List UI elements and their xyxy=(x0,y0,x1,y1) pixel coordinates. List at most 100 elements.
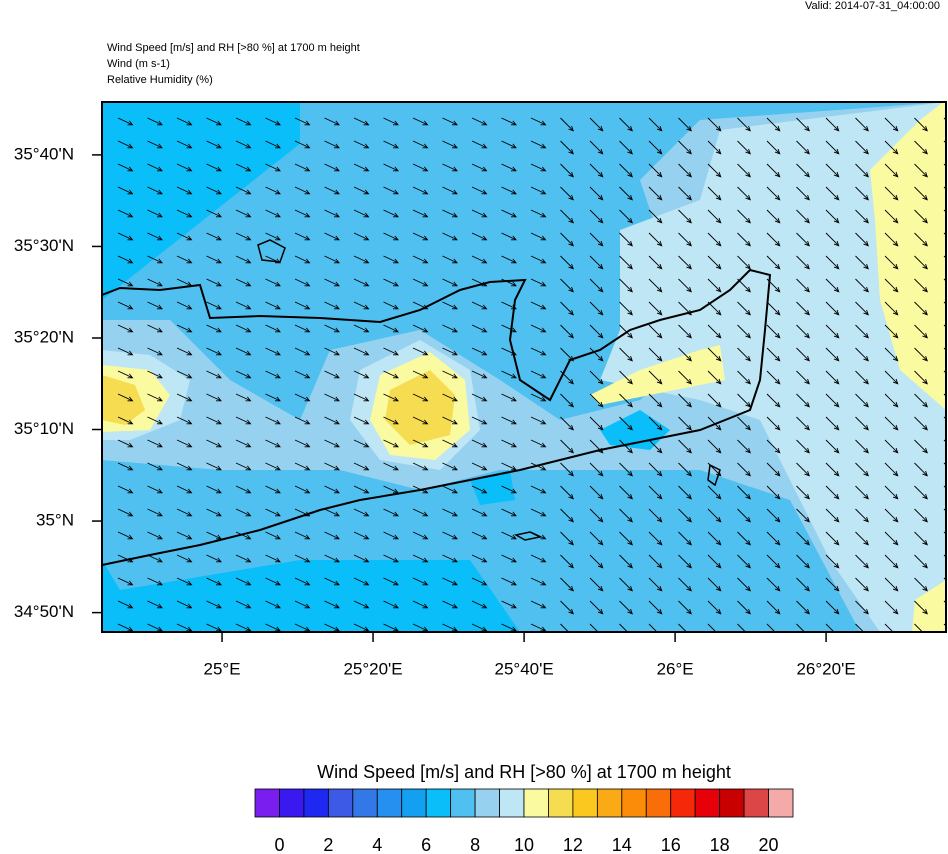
wind-arrow xyxy=(884,508,899,523)
wind-arrow xyxy=(471,255,488,264)
x-tick-label: 25°E xyxy=(204,659,241,678)
wind-arrow xyxy=(648,140,663,155)
wind-arrow xyxy=(678,324,692,339)
colorbar-label: 6 xyxy=(421,835,431,854)
wind-arrow xyxy=(265,209,281,218)
wind-arrow xyxy=(265,577,281,586)
wind-arrow xyxy=(648,370,663,385)
wind-arrow xyxy=(737,600,751,615)
wind-arrow xyxy=(530,554,547,563)
wind-arrow xyxy=(206,462,222,471)
wind-arrow xyxy=(294,577,311,586)
wind-arrow xyxy=(825,209,840,224)
wind-arrow xyxy=(619,485,633,500)
colorbar-label: 18 xyxy=(710,835,730,854)
wind-arrow xyxy=(884,117,899,132)
wind-arrow xyxy=(796,554,810,569)
wind-arrow xyxy=(884,623,897,632)
wind-arrow xyxy=(855,508,869,523)
colorbar-swatch xyxy=(670,788,696,818)
wind-arrow xyxy=(265,140,281,149)
wind-arrow xyxy=(235,554,252,563)
wind-arrow xyxy=(796,485,810,500)
wind-arrow xyxy=(648,301,663,316)
wind-arrow xyxy=(589,462,604,477)
colorbar-swatch xyxy=(254,788,280,818)
wind-arrow xyxy=(501,163,517,172)
wind-arrow xyxy=(501,508,517,517)
wind-arrow xyxy=(471,462,488,471)
wind-arrow xyxy=(560,416,574,431)
wind-arrow xyxy=(855,232,869,247)
wind-arrow xyxy=(648,232,663,247)
wind-arrow xyxy=(855,600,869,615)
wind-arrow xyxy=(530,485,547,494)
wind-arrow xyxy=(412,577,429,586)
wind-arrow xyxy=(176,508,193,517)
wind-arrow xyxy=(442,600,458,609)
wind-arrow xyxy=(560,186,574,201)
wind-arrow xyxy=(678,508,692,523)
wind-arrow xyxy=(442,370,458,379)
wind-arrow xyxy=(383,140,399,149)
wind-arrow xyxy=(825,508,840,523)
wind-arrow xyxy=(501,186,517,195)
wind-arrow xyxy=(117,347,134,356)
wind-arrow xyxy=(737,255,751,270)
wind-arrow xyxy=(353,554,370,563)
wind-arrow xyxy=(737,140,751,155)
wind-arrow xyxy=(235,531,252,540)
wind-arrow xyxy=(589,209,604,224)
wind-arrow xyxy=(884,554,899,569)
wind-arrow xyxy=(206,117,222,126)
wind-arrow xyxy=(737,577,751,592)
wind-arrow xyxy=(589,554,604,569)
wind-arrow xyxy=(707,623,720,632)
wind-arrow xyxy=(589,186,604,201)
wind-arrow xyxy=(501,347,517,356)
wind-arrow xyxy=(619,324,633,339)
wind-arrow xyxy=(147,600,163,609)
wind-arrow xyxy=(796,462,810,477)
wind-arrow xyxy=(265,485,281,494)
wind-arrow xyxy=(530,416,547,425)
wind-arrow xyxy=(530,462,547,471)
wind-arrow xyxy=(265,163,281,172)
wind-arrow xyxy=(678,554,692,569)
x-tick-label: 25°40'E xyxy=(494,659,553,678)
wind-arrow xyxy=(855,577,869,592)
wind-arrow xyxy=(412,347,429,356)
wind-arrow xyxy=(353,301,370,310)
wind-arrow xyxy=(619,278,633,293)
wind-arrow xyxy=(383,347,399,356)
wind-arrow xyxy=(471,347,488,356)
field-band xyxy=(102,375,145,425)
wind-arrow xyxy=(678,485,692,500)
wind-arrow xyxy=(412,186,429,195)
wind-arrow xyxy=(796,508,810,523)
wind-arrow xyxy=(766,416,781,431)
wind-arrow xyxy=(206,531,222,540)
wind-arrow xyxy=(471,209,488,218)
wind-arrow xyxy=(589,370,604,385)
wind-arrow xyxy=(589,577,604,592)
field-band xyxy=(912,580,946,632)
wind-arrow xyxy=(648,347,663,362)
wind-arrow xyxy=(560,255,574,270)
wind-arrow xyxy=(353,232,370,241)
wind-arrow xyxy=(235,140,252,149)
wind-arrow xyxy=(383,163,399,172)
wind-arrow xyxy=(530,623,547,632)
wind-arrow xyxy=(412,301,429,310)
wind-arrow xyxy=(766,347,781,362)
wind-arrow xyxy=(560,485,574,500)
wind-arrow xyxy=(530,577,547,586)
wind-arrow xyxy=(648,117,663,132)
wind-arrow xyxy=(737,416,751,431)
wind-arrow xyxy=(560,301,574,316)
wind-arrow xyxy=(648,531,663,546)
wind-arrow xyxy=(501,232,517,241)
wind-arrow xyxy=(589,163,604,178)
wind-arrow xyxy=(914,416,928,431)
